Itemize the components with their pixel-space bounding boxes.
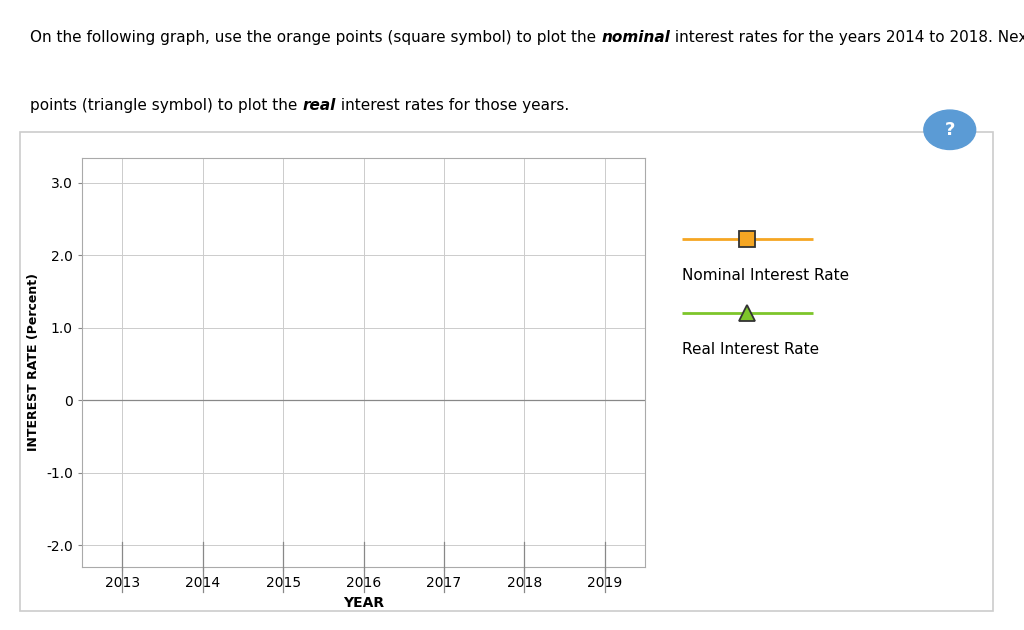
Y-axis label: INTEREST RATE (Percent): INTEREST RATE (Percent) [28,273,41,451]
Circle shape [924,110,976,149]
Text: real: real [302,98,336,113]
Text: On the following graph, use the orange points (square symbol) to plot the: On the following graph, use the orange p… [31,30,601,45]
Text: nominal: nominal [601,30,670,45]
Text: interest rates for the years 2014 to 2018. Next, use the green: interest rates for the years 2014 to 201… [670,30,1024,45]
Text: Real Interest Rate: Real Interest Rate [682,341,819,357]
Text: interest rates for those years.: interest rates for those years. [336,98,569,113]
Text: points (triangle symbol) to plot the: points (triangle symbol) to plot the [31,98,302,113]
X-axis label: YEAR: YEAR [343,595,384,610]
Text: ?: ? [944,121,955,139]
Text: Nominal Interest Rate: Nominal Interest Rate [682,268,849,283]
